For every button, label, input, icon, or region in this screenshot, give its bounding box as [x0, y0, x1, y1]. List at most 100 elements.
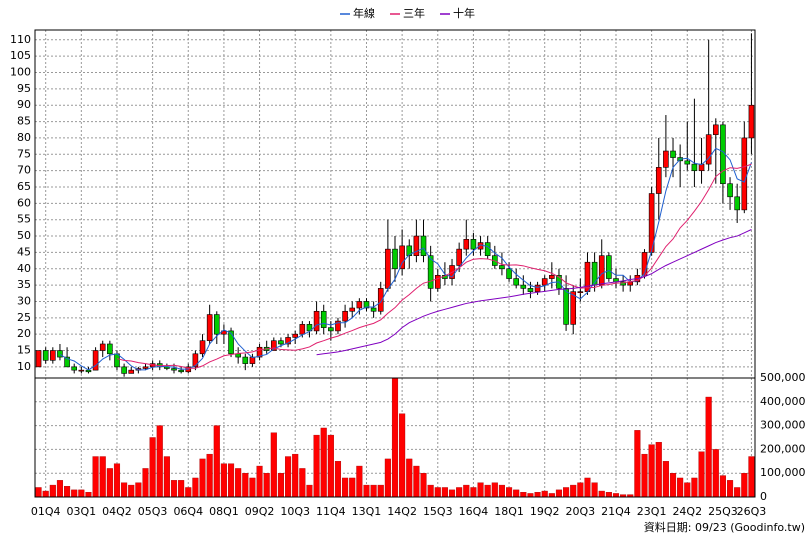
candle-body [734, 196, 740, 211]
candle-body [577, 291, 584, 293]
x-tick-label: 03Q1 [67, 505, 97, 518]
volume-bar [448, 489, 456, 498]
y-tick-label: 85 [17, 115, 31, 128]
x-tick-label: 14Q2 [387, 505, 417, 518]
volume-bar [156, 425, 163, 498]
volume-bar [163, 456, 170, 498]
candle-body [591, 261, 598, 286]
volume-bar [712, 449, 719, 498]
candle-body [691, 163, 698, 171]
candle-body [563, 288, 569, 325]
y-tick-label: 75 [17, 147, 31, 160]
volume-bar [370, 484, 377, 498]
volume-bar [306, 484, 313, 498]
volume-bar [142, 468, 149, 498]
volume-bar [113, 463, 121, 498]
volume-bar [577, 482, 584, 498]
y-tick-label: 105 [10, 49, 31, 62]
volume-bar [192, 477, 199, 498]
volume-bar [420, 473, 427, 498]
volume-bar [684, 482, 691, 498]
candle-body [499, 265, 505, 270]
volume-bar [227, 463, 235, 498]
candle-body [313, 310, 320, 332]
volume-bar [634, 430, 641, 498]
volume-bar [456, 487, 463, 498]
volume-bar [548, 493, 555, 498]
volume-bar [413, 465, 420, 498]
volume-bar [399, 413, 406, 498]
candle-body [213, 314, 220, 335]
volume-bar [641, 453, 648, 498]
volume-bar [498, 484, 505, 498]
candle-body [42, 350, 49, 361]
y-tick-label: 15 [17, 344, 31, 357]
volume-bar [662, 461, 669, 498]
candle-body [727, 183, 733, 198]
x-tick-label: 25Q3 [708, 505, 738, 518]
candle-body [520, 284, 527, 289]
candle-body [356, 301, 363, 309]
candle-body [456, 248, 462, 266]
volume-bar [327, 434, 334, 498]
candle-body [641, 252, 648, 276]
candle-body [363, 301, 370, 309]
candle-body [328, 327, 334, 332]
volume-bar [677, 477, 684, 498]
volume-bar [555, 489, 563, 498]
candle-body [470, 239, 477, 250]
volume-bar [741, 473, 748, 498]
candle-body [620, 281, 626, 286]
candle-body [92, 350, 99, 371]
candle-body [320, 310, 327, 328]
candle-body [206, 314, 213, 342]
volume-bar [534, 492, 541, 498]
volume-bar [598, 490, 605, 498]
y2-tick-label: 500,000 [760, 371, 806, 384]
volume-bar [256, 465, 263, 498]
candle-body [377, 288, 384, 312]
candle-body [541, 278, 548, 286]
candle-body [335, 320, 341, 332]
volume-bar [734, 487, 741, 498]
volume-bar [206, 453, 213, 498]
volume-bar [270, 432, 277, 498]
volume-bar [49, 484, 56, 498]
volume-bar [470, 487, 477, 498]
candle-body [171, 368, 177, 371]
x-tick-label: 11Q4 [316, 505, 346, 518]
candle-body [598, 255, 605, 286]
volume-bar [64, 486, 71, 498]
ma-line [116, 163, 752, 369]
volume-bar [42, 490, 49, 498]
y-tick-label: 55 [17, 213, 31, 226]
volume-bar [235, 468, 242, 498]
volume-bar [605, 492, 612, 498]
y-tick-label: 35 [17, 278, 31, 291]
candle-body [342, 310, 348, 322]
x-tick-label: 24Q2 [672, 505, 702, 518]
x-tick-label: 20Q3 [566, 505, 596, 518]
y-tick-label: 10 [17, 360, 31, 373]
y-tick-label: 40 [17, 262, 31, 275]
volume-bar [334, 461, 342, 498]
candle-body [299, 324, 306, 335]
volume-bar [484, 484, 491, 498]
x-tick-label: 08Q1 [209, 505, 239, 518]
candle-body [748, 104, 755, 139]
candle-body [256, 346, 263, 358]
volume-bar [506, 487, 513, 498]
candle-body [285, 337, 291, 345]
volume-bar [441, 487, 448, 498]
volume-bar [434, 487, 441, 498]
y-tick-label: 50 [17, 229, 31, 242]
volume-bar [71, 489, 78, 498]
volume-bar [313, 434, 320, 498]
y2-tick-label: 0 [760, 490, 767, 503]
candle-body [370, 307, 377, 312]
candle-body [549, 275, 555, 279]
candle-body [242, 356, 249, 364]
x-tick-label: 21Q4 [601, 505, 631, 518]
volume-bar [135, 482, 142, 498]
candle-body [527, 288, 534, 292]
